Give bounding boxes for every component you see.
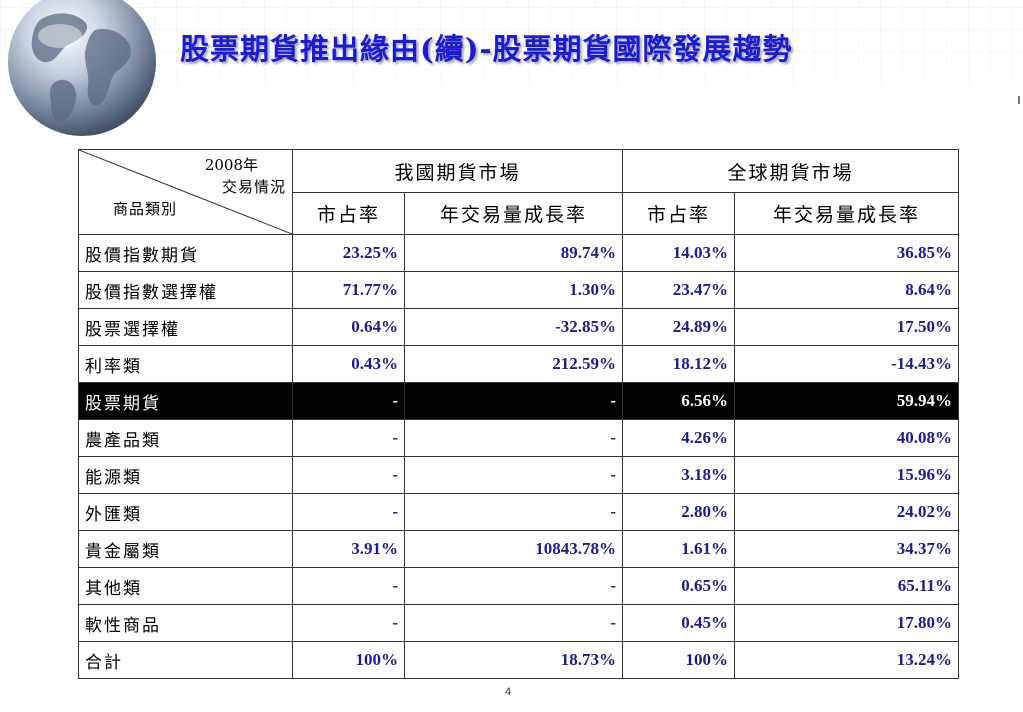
row-name: 貴金屬類 <box>78 530 293 568</box>
global-share: 23.47% <box>622 271 736 309</box>
global-share: 2.80% <box>622 493 736 531</box>
corner-diagonal <box>79 150 292 234</box>
global-growth: 34.37% <box>734 530 960 568</box>
background-grid <box>0 0 1023 140</box>
stats-table: 2008年 交易情況 商品類別 我國期貨市場 全球期貨市場 市占率 年交易量成長… <box>78 149 960 679</box>
group-header-domestic: 我國期貨市場 <box>291 149 624 193</box>
subheader-domestic-growth: 年交易量成長率 <box>403 192 624 235</box>
global-share: 1.61% <box>622 530 736 568</box>
global-growth: 15.96% <box>734 456 960 494</box>
global-share: 14.03% <box>622 234 736 272</box>
tw-share: 23.25% <box>292 234 405 272</box>
page-title: 股票期貨推出緣由(續)-股票期貨國際發展趨勢 <box>180 32 793 66</box>
tw-growth: -32.85% <box>403 308 624 346</box>
table-row: 農產品類 - - 4.26% 40.08% <box>78 419 960 457</box>
global-share: 0.65% <box>622 567 736 605</box>
subheader-global-growth: 年交易量成長率 <box>734 192 960 235</box>
global-growth: 8.64% <box>734 271 960 309</box>
row-name: 利率類 <box>78 345 293 383</box>
tw-growth: - <box>403 382 624 420</box>
row-name: 股價指數期貨 <box>78 234 293 272</box>
tw-share: - <box>292 382 405 420</box>
tw-growth: - <box>403 419 624 457</box>
global-growth: 17.80% <box>734 604 960 642</box>
tw-growth: 1.30% <box>403 271 624 309</box>
table-row: 軟性商品 - - 0.45% 17.80% <box>78 604 960 642</box>
table-row: 其他類 - - 0.65% 65.11% <box>78 567 960 605</box>
row-name: 外匯類 <box>78 493 293 531</box>
tw-share: - <box>292 456 405 494</box>
global-growth: 40.08% <box>734 419 960 457</box>
global-share: 18.12% <box>622 345 736 383</box>
page-number: 4 <box>505 686 512 698</box>
global-growth: 36.85% <box>734 234 960 272</box>
table-row: 能源類 - - 3.18% 15.96% <box>78 456 960 494</box>
table-row-total: 合計 100% 18.73% 100% 13.24% <box>78 641 960 679</box>
global-share: 0.45% <box>622 604 736 642</box>
global-growth: 13.24% <box>734 641 960 679</box>
corner-trade-label: 交易情況 <box>221 178 286 196</box>
corner-year-label: 2008年 <box>204 156 258 174</box>
tw-share: 3.91% <box>292 530 405 568</box>
table-row: 股票選擇權 0.64% -32.85% 24.89% 17.50% <box>78 308 960 346</box>
global-share: 3.18% <box>622 456 736 494</box>
row-name: 其他類 <box>78 567 293 605</box>
tw-share: 100% <box>292 641 405 679</box>
table-row: 貴金屬類 3.91% 10843.78% 1.61% 34.37% <box>78 530 960 568</box>
tw-share: 0.64% <box>292 308 405 346</box>
global-share: 100% <box>622 641 736 679</box>
row-name: 能源類 <box>78 456 293 494</box>
table-row: 利率類 0.43% 212.59% 18.12% -14.43% <box>78 345 960 383</box>
corner-header: 2008年 交易情況 商品類別 <box>78 149 293 235</box>
globe-icon <box>8 0 156 136</box>
tw-growth: - <box>403 567 624 605</box>
row-name: 股價指數選擇權 <box>78 271 293 309</box>
tw-growth: 212.59% <box>403 345 624 383</box>
global-growth: 59.94% <box>734 382 960 420</box>
subheader-global-share: 市占率 <box>622 192 736 235</box>
global-share: 6.56% <box>622 382 736 420</box>
edge-mark <box>1018 96 1020 104</box>
global-growth: 17.50% <box>734 308 960 346</box>
row-name: 軟性商品 <box>78 604 293 642</box>
global-share: 4.26% <box>622 419 736 457</box>
row-name: 合計 <box>78 641 293 679</box>
row-name: 股票選擇權 <box>78 308 293 346</box>
tw-growth: 10843.78% <box>403 530 624 568</box>
corner-category-label: 商品類別 <box>113 200 178 218</box>
group-header-global: 全球期貨市場 <box>622 149 960 193</box>
tw-share: 0.43% <box>292 345 405 383</box>
tw-share: - <box>292 567 405 605</box>
row-name: 股票期貨 <box>78 382 293 420</box>
table-row: 股價指數期貨 23.25% 89.74% 14.03% 36.85% <box>78 234 960 272</box>
table-row: 股價指數選擇權 71.77% 1.30% 23.47% 8.64% <box>78 271 960 309</box>
tw-growth: - <box>403 493 624 531</box>
global-growth: 24.02% <box>734 493 960 531</box>
global-share: 24.89% <box>622 308 736 346</box>
tw-growth: - <box>403 604 624 642</box>
global-growth: 65.11% <box>734 567 960 605</box>
tw-share: - <box>292 604 405 642</box>
row-name: 農產品類 <box>78 419 293 457</box>
tw-growth: - <box>403 456 624 494</box>
subheader-domestic-share: 市占率 <box>292 192 405 235</box>
tw-share: 71.77% <box>292 271 405 309</box>
tw-growth: 18.73% <box>403 641 624 679</box>
tw-share: - <box>292 419 405 457</box>
table-row-highlighted: 股票期貨 - - 6.56% 59.94% <box>78 382 960 420</box>
tw-share: - <box>292 493 405 531</box>
tw-growth: 89.74% <box>403 234 624 272</box>
global-growth: -14.43% <box>734 345 960 383</box>
table-row: 外匯類 - - 2.80% 24.02% <box>78 493 960 531</box>
